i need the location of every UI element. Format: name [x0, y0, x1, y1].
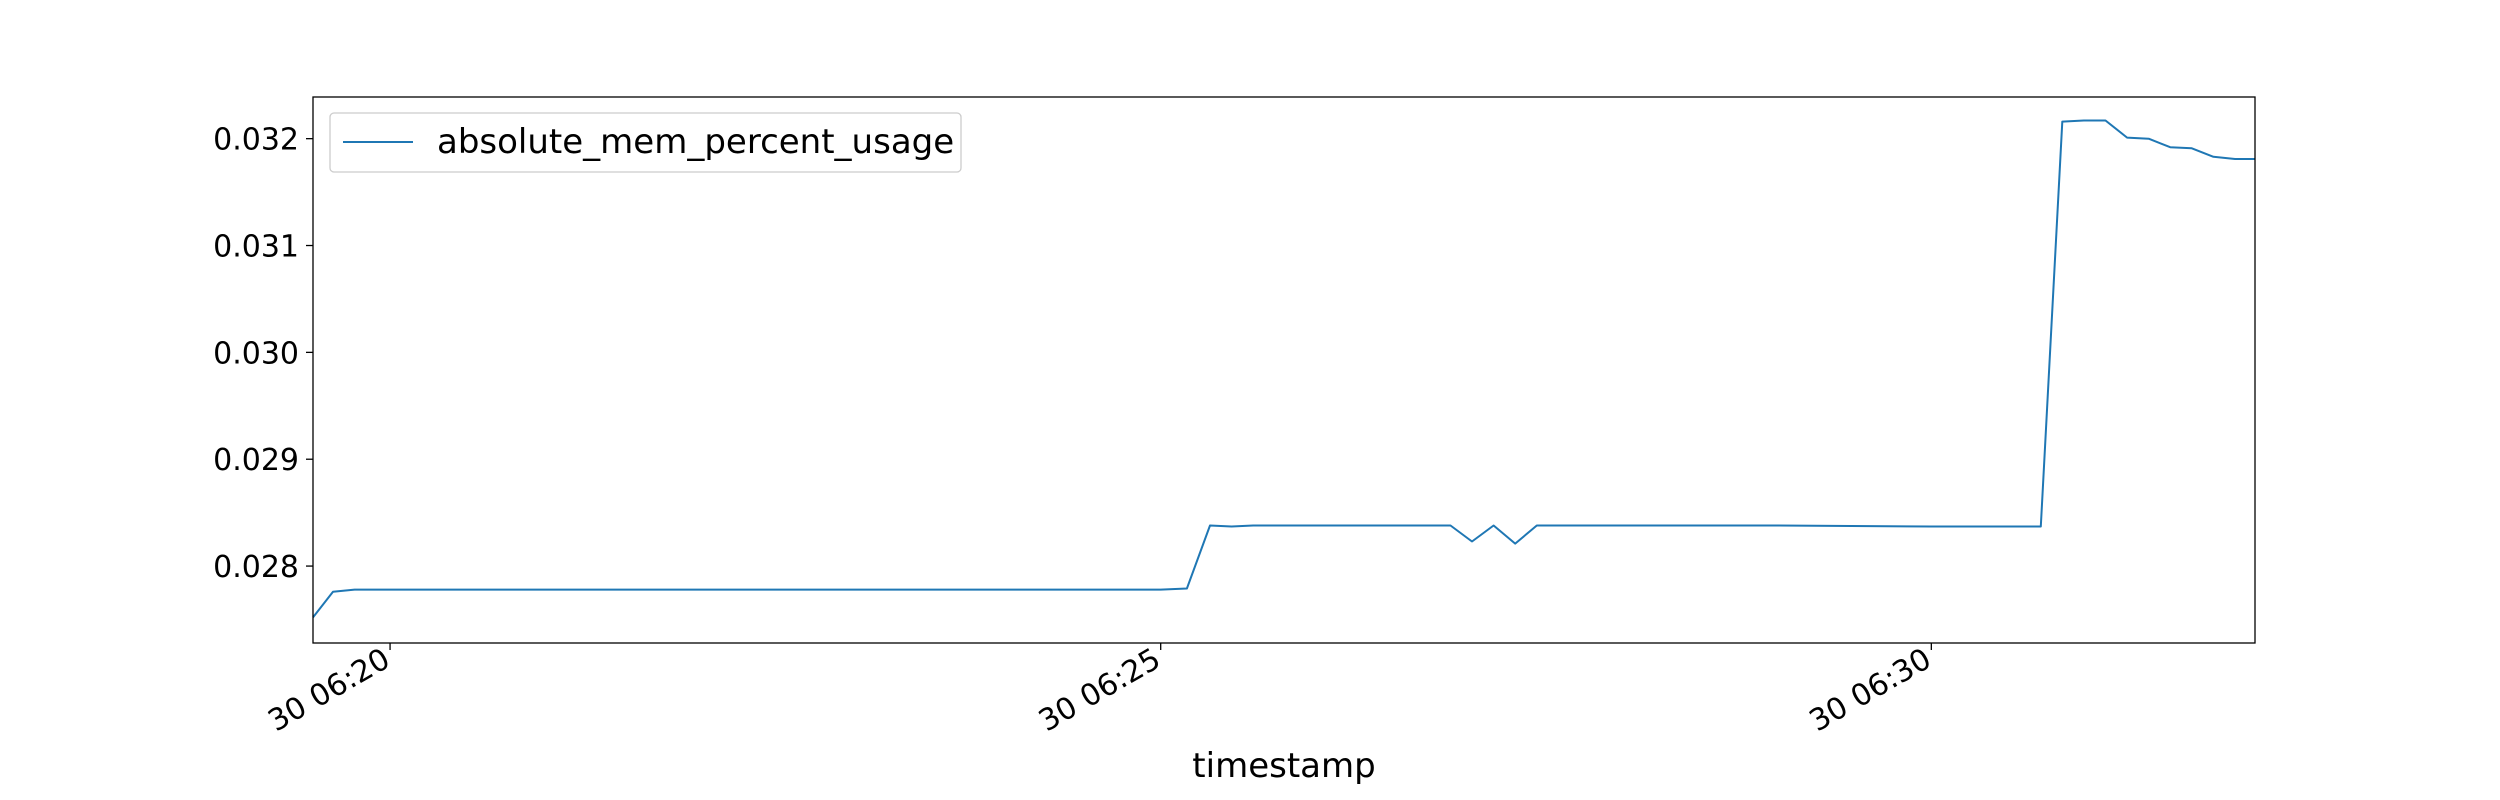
x-axis-label: timestamp — [1192, 746, 1375, 786]
legend: absolute_mem_percent_usage — [329, 112, 962, 173]
y-tick-label: 0.031 — [213, 230, 299, 265]
series-line — [312, 119, 2255, 619]
y-tick-label: 0.032 — [213, 123, 299, 158]
legend-box — [329, 112, 962, 173]
plot-frame — [312, 96, 2256, 644]
series-layer — [312, 119, 2255, 619]
y-tick-label: 0.029 — [213, 443, 299, 478]
legend-label: absolute_mem_percent_usage — [437, 122, 954, 162]
y-axis-ticks: 0.028 0.029 0.030 0.031 0.032 — [213, 123, 313, 585]
y-tick-label: 0.030 — [213, 336, 299, 371]
plot-area — [313, 97, 2255, 643]
y-tick-label: 0.028 — [213, 550, 299, 585]
